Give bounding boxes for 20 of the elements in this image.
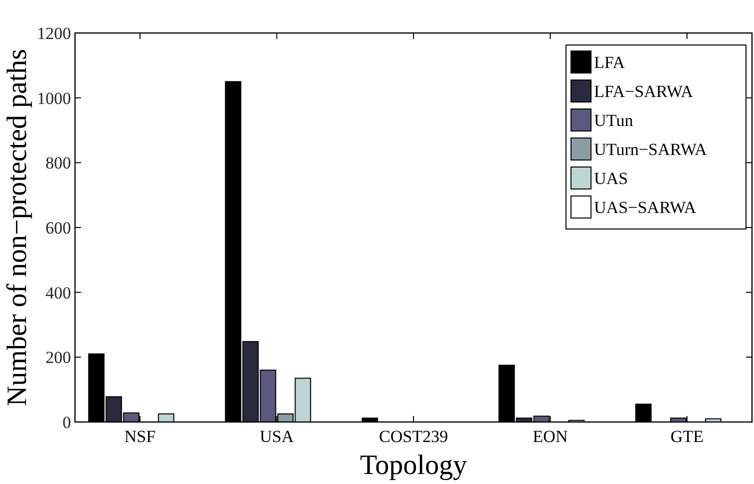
legend-label: UTun bbox=[594, 110, 634, 130]
y-tick-label: 600 bbox=[46, 218, 71, 238]
x-tick-label: USA bbox=[260, 427, 294, 446]
x-tick-label: GTE bbox=[670, 427, 704, 446]
y-tick-label: 200 bbox=[46, 348, 71, 368]
y-tick-label: 800 bbox=[46, 154, 71, 173]
x-tick-label: EON bbox=[532, 427, 568, 446]
y-tick-label: 0 bbox=[62, 412, 71, 432]
legend-label: UTurn−SARWA bbox=[594, 140, 708, 159]
legend-label: UAS bbox=[594, 168, 628, 188]
y-tick-label: 1200 bbox=[37, 24, 71, 43]
x-axis-title: Topology bbox=[360, 450, 467, 481]
legend-label: LFA−SARWA bbox=[594, 82, 694, 101]
y-tick-label: 1000 bbox=[37, 88, 71, 108]
x-tick-label: COST239 bbox=[379, 427, 448, 446]
y-axis-title: Number of non−protected paths bbox=[2, 48, 33, 406]
legend-label: UAS−SARWA bbox=[594, 198, 697, 217]
legend-label: LFA bbox=[594, 52, 626, 72]
y-tick-label: 400 bbox=[46, 283, 71, 302]
x-tick-label: NSF bbox=[124, 427, 156, 446]
